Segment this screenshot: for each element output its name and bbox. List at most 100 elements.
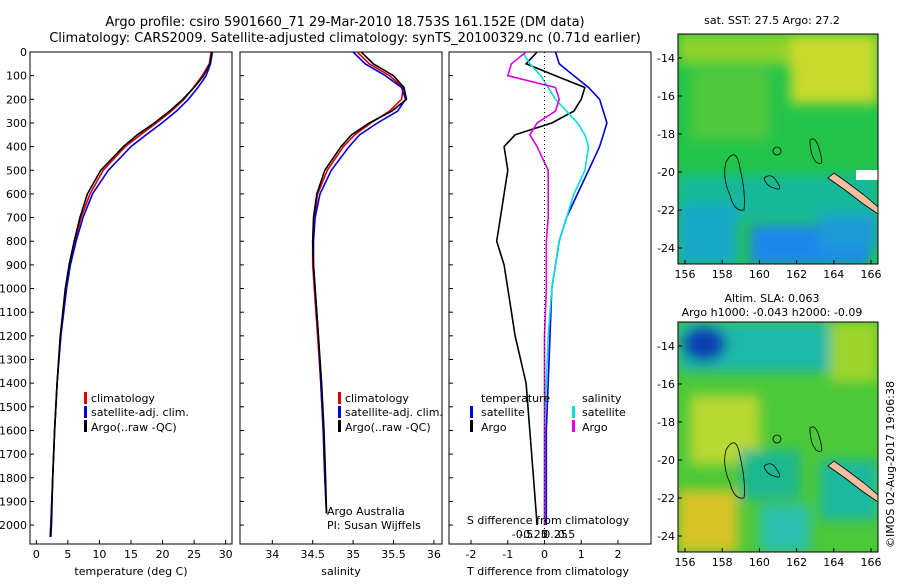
map-ytick-label: -14 bbox=[657, 52, 675, 65]
temperature-xtick-label: 15 bbox=[124, 548, 138, 561]
depth-tick-label: 0 bbox=[20, 46, 27, 59]
sst-map-frame bbox=[677, 33, 879, 265]
difference-series-temperature-satellite bbox=[545, 51, 608, 526]
salinity-series-argo-raw-qc- bbox=[311, 51, 408, 514]
sla-map-frame bbox=[677, 321, 879, 553]
map-ytick-label: -16 bbox=[657, 378, 675, 391]
depth-tick-label: 200 bbox=[6, 93, 27, 106]
annotation-pi: PI: Susan Wijffels bbox=[327, 519, 421, 532]
temperature-series-argo-raw-qc- bbox=[50, 51, 213, 537]
difference-series-salinity-argo bbox=[506, 51, 561, 526]
sla-map bbox=[678, 322, 878, 552]
map-ytick-label: -18 bbox=[657, 416, 675, 429]
difference-panel-frame bbox=[448, 51, 652, 545]
title-line-2: Climatology: CARS2009. Satellite-adjuste… bbox=[49, 31, 641, 46]
sst-map-ticks: 156 158 160 162 164 166 -14 -16 -18 -20 -22 -24 bbox=[657, 52, 881, 281]
depth-tick-label: 1800 bbox=[0, 472, 27, 485]
map-xtick-label: 158 bbox=[712, 268, 733, 281]
imos-timestamp: ©IMOS 02-Aug-2017 19:06:38 bbox=[884, 381, 897, 548]
map-ytick-label: -22 bbox=[657, 492, 675, 505]
s-tick-label: 0 bbox=[541, 528, 548, 541]
salinity-xlabel: salinity bbox=[321, 565, 361, 578]
depth-tick-label: 700 bbox=[6, 212, 27, 225]
salinity-series-satellite-adj-clim- bbox=[312, 51, 407, 514]
map-xtick-label: 164 bbox=[823, 268, 844, 281]
temperature-plot: 0 5 10 15 20 25 30 bbox=[33, 51, 233, 561]
s-tick-label: 0.25 bbox=[543, 528, 568, 541]
temperature-xtick-label: 30 bbox=[219, 548, 233, 561]
legend-heading-salinity: salinity bbox=[582, 392, 622, 405]
legend-swatch-sal-argo bbox=[572, 420, 575, 432]
map-xtick-label: 158 bbox=[712, 556, 733, 569]
depth-tick-label: 1600 bbox=[0, 424, 27, 437]
map-xtick-label: 162 bbox=[786, 268, 807, 281]
salinity-xtick-label: 34.5 bbox=[300, 548, 325, 561]
depth-tick-label: 900 bbox=[6, 259, 27, 272]
depth-axis: 0 100 200 300 400 500 600 700 800 900 1000 1100 1200… bbox=[0, 46, 453, 532]
difference-xtick-label: 2 bbox=[614, 548, 621, 561]
legend-swatch-temp-argo bbox=[470, 420, 473, 432]
legend-swatch-climatology bbox=[338, 392, 341, 404]
difference-series-temperature-argo bbox=[495, 51, 586, 526]
s-tick-label: -0.25 bbox=[519, 528, 547, 541]
legend-swatch-satellite bbox=[338, 406, 341, 418]
difference-xtick-label: 0 bbox=[541, 548, 548, 561]
legend-label-climatology: climatology bbox=[345, 392, 409, 405]
annotation-argo-australia: Argo Australia bbox=[327, 505, 405, 518]
legend-label-temp-satellite: satellite bbox=[481, 406, 525, 419]
depth-tick-label: 1100 bbox=[0, 306, 27, 319]
legend-label-argo: Argo(..raw -QC) bbox=[345, 421, 431, 434]
map-ytick-label: -20 bbox=[657, 166, 675, 179]
difference-series-salinity-satellite bbox=[521, 51, 590, 526]
legend-swatch-climatology bbox=[84, 392, 87, 404]
depth-tick-label: 1300 bbox=[0, 354, 27, 367]
difference-xtick-label: -2 bbox=[466, 548, 477, 561]
legend-swatch-temp-satellite bbox=[470, 406, 473, 418]
legend-swatch-satellite bbox=[84, 406, 87, 418]
map-xtick-label: 156 bbox=[675, 556, 696, 569]
legend-swatch-argo bbox=[84, 420, 87, 432]
temperature-panel-frame bbox=[29, 51, 233, 545]
temperature-series-satellite-adj-clim- bbox=[49, 51, 214, 537]
sla-map-title-2: Argo h1000: -0.043 h2000: -0.09 bbox=[682, 306, 863, 319]
map-xtick-label: 164 bbox=[823, 556, 844, 569]
map-ytick-label: -24 bbox=[657, 242, 675, 255]
depth-tick-label: 1200 bbox=[0, 330, 27, 343]
map-xtick-label: 162 bbox=[786, 556, 807, 569]
depth-tick-label: 100 bbox=[6, 70, 27, 83]
depth-tick-label: 1000 bbox=[0, 283, 27, 296]
temperature-xtick-label: 25 bbox=[187, 548, 201, 561]
difference-plot: -2 -1 0 1 2 bbox=[466, 51, 621, 561]
legend-label-satellite: satellite-adj. clim. bbox=[91, 406, 189, 419]
map-ytick-label: -24 bbox=[657, 530, 675, 543]
depth-tick-label: 800 bbox=[6, 235, 27, 248]
map-xtick-label: 160 bbox=[749, 556, 770, 569]
legend-heading-temperature: temperature bbox=[481, 392, 550, 405]
map-ytick-label: -16 bbox=[657, 90, 675, 103]
s-tick-label: 0.5 bbox=[558, 528, 576, 541]
map-ytick-label: -14 bbox=[657, 340, 675, 353]
depth-tick-label: 2000 bbox=[0, 519, 27, 532]
salinity-series-climatology bbox=[311, 51, 405, 514]
legend-label-argo: Argo(..raw -QC) bbox=[91, 421, 177, 434]
map-ytick-label: -20 bbox=[657, 454, 675, 467]
temperature-xtick-label: 0 bbox=[33, 548, 40, 561]
salinity-xtick-label: 35 bbox=[346, 548, 360, 561]
salinity-panel-frame bbox=[239, 51, 443, 545]
legend-label-sal-argo: Argo bbox=[582, 421, 608, 434]
salinity-xtick-label: 34 bbox=[265, 548, 279, 561]
salinity-legend: climatology satellite-adj. clim. Argo(..… bbox=[338, 392, 443, 434]
salinity-xtick-label: 35.5 bbox=[381, 548, 406, 561]
difference-xtick-label: 1 bbox=[578, 548, 585, 561]
depth-tick-label: 1400 bbox=[0, 377, 27, 390]
depth-tick-label: 1700 bbox=[0, 448, 27, 461]
depth-tick-label: 600 bbox=[6, 188, 27, 201]
legend-label-temp-argo: Argo bbox=[481, 421, 507, 434]
difference-xtick-label: -1 bbox=[502, 548, 513, 561]
temperature-series-climatology bbox=[49, 51, 212, 537]
temperature-legend: climatology satellite-adj. clim. Argo(..… bbox=[84, 392, 189, 434]
title-line-1: Argo profile: csiro 5901660_71 29-Mar-20… bbox=[105, 15, 584, 30]
sla-map-title-1: Altim. SLA: 0.063 bbox=[724, 292, 819, 305]
